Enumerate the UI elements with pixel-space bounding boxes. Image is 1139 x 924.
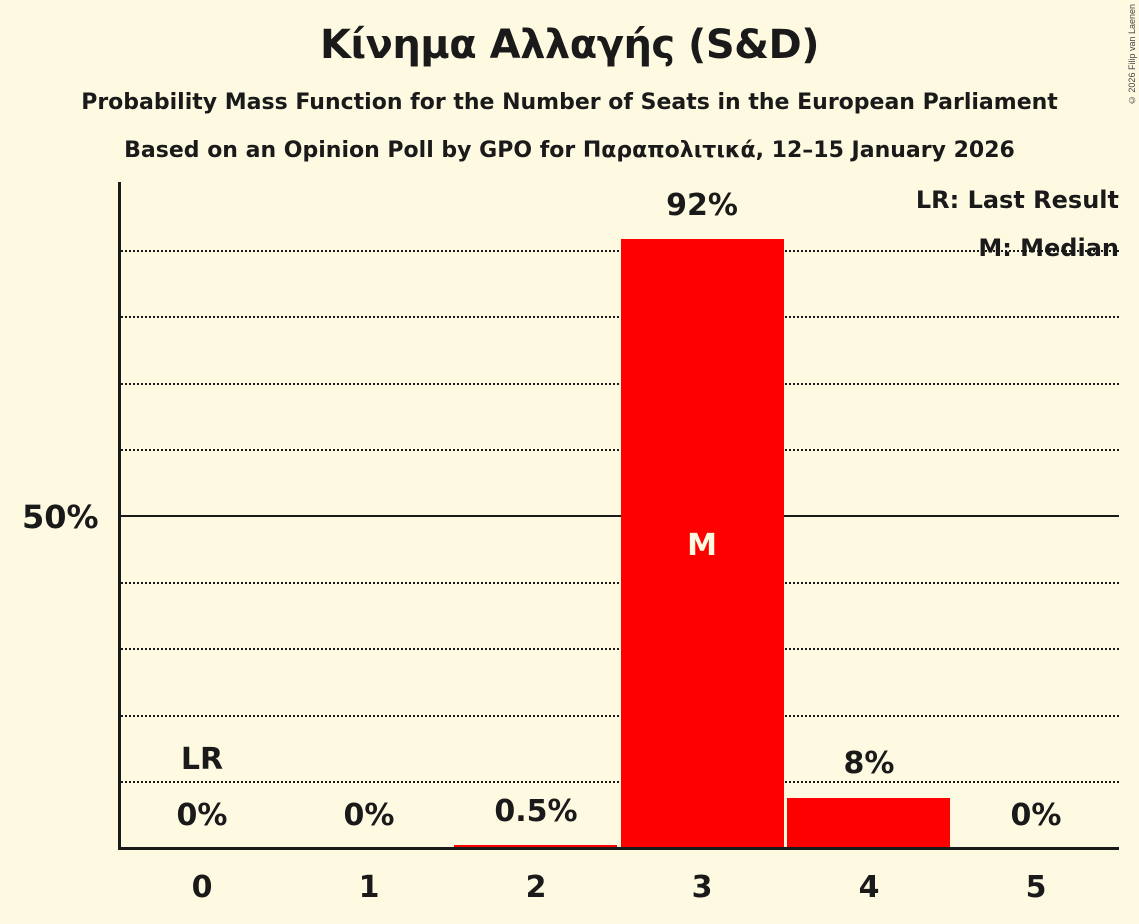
gridline-30 — [121, 648, 1119, 650]
y-axis — [118, 182, 121, 850]
bar-label-0: 0% — [176, 798, 228, 833]
legend-median: M: Median — [978, 234, 1119, 262]
y-tick-50: 50% — [22, 498, 99, 536]
gridline-90 — [121, 250, 1119, 252]
bar-label-4: 8% — [843, 746, 895, 781]
bar-4-seats — [787, 798, 950, 848]
x-tick-5: 5 — [1025, 870, 1047, 905]
x-tick-3: 3 — [691, 870, 713, 905]
gridline-20 — [121, 715, 1119, 717]
chart-subtitle: Probability Mass Function for the Number… — [81, 90, 1058, 115]
bar-label-5: 0% — [1010, 798, 1062, 833]
chart-source: Based on an Opinion Poll by GPO for Παρα… — [124, 138, 1015, 163]
x-tick-2: 2 — [525, 870, 547, 905]
legend-last-result: LR: Last Result — [915, 186, 1119, 214]
gridline-40 — [121, 582, 1119, 584]
bar-3-seats — [621, 239, 784, 848]
bar-2-seats — [454, 845, 617, 848]
bar-label-3: 92% — [666, 188, 738, 223]
bar-label-1: 0% — [343, 798, 395, 833]
gridline-50 — [121, 515, 1119, 517]
median-marker: M — [687, 528, 717, 563]
x-tick-0: 0 — [191, 870, 213, 905]
gridline-80 — [121, 316, 1119, 318]
x-tick-1: 1 — [358, 870, 380, 905]
x-tick-4: 4 — [858, 870, 880, 905]
gridline-10 — [121, 781, 1119, 783]
gridline-70 — [121, 383, 1119, 385]
last-result-marker: LR — [180, 742, 224, 777]
chart-title: Κίνημα Αλλαγής (S&D) — [319, 22, 820, 68]
gridline-60 — [121, 449, 1119, 451]
x-axis — [118, 847, 1119, 850]
bar-label-2: 0.5% — [494, 794, 578, 829]
